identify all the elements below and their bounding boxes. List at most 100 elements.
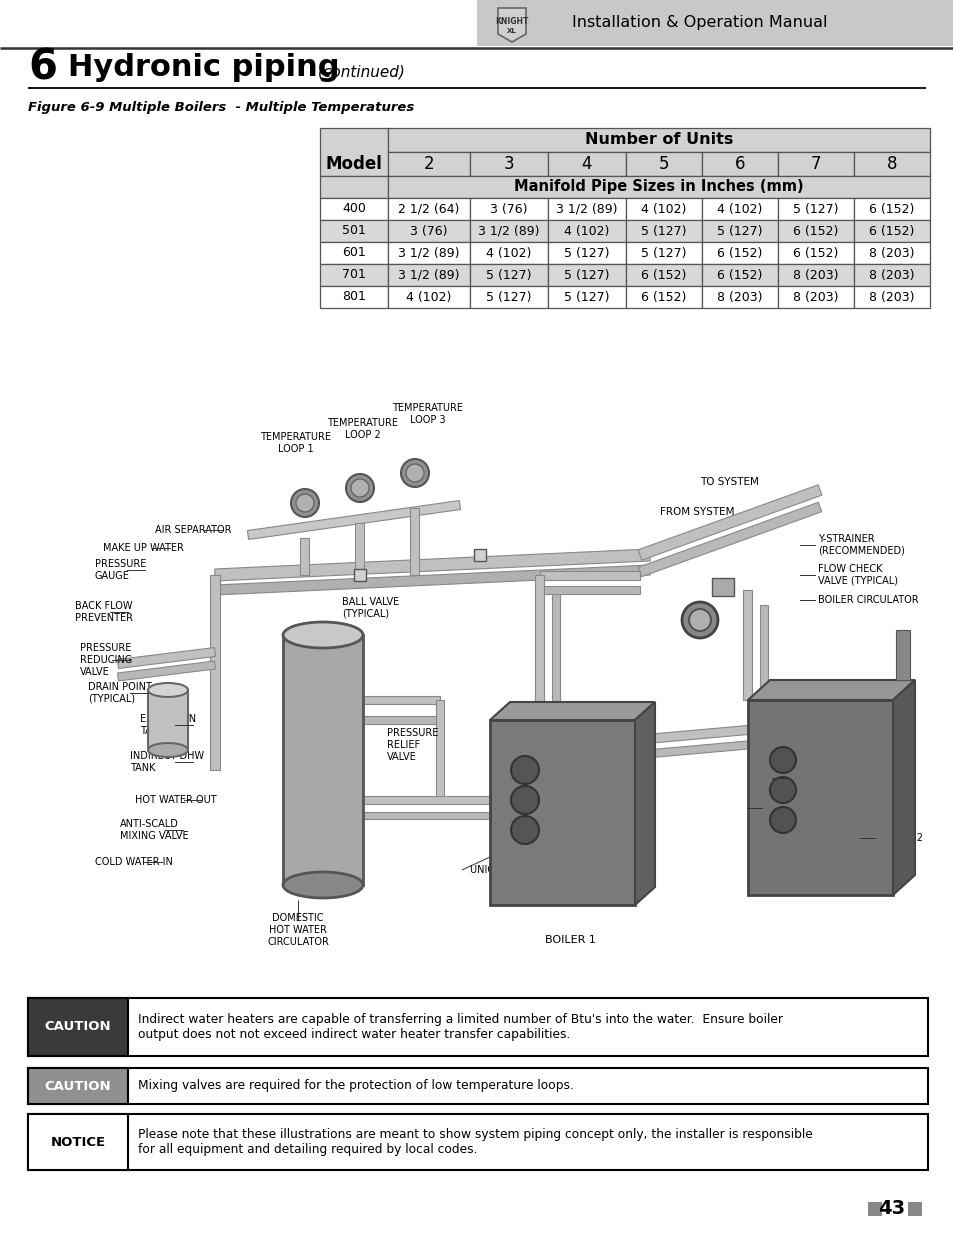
Text: 3 (76): 3 (76) <box>410 225 447 237</box>
Text: BOILER 1: BOILER 1 <box>544 935 595 945</box>
Polygon shape <box>436 700 443 800</box>
Polygon shape <box>355 522 364 576</box>
Text: Indirect water heaters are capable of transferring a limited number of Btu's int: Indirect water heaters are capable of tr… <box>138 1013 782 1041</box>
Text: 5 (127): 5 (127) <box>563 290 609 304</box>
Text: TEMPERATURE
LOOP 2: TEMPERATURE LOOP 2 <box>327 419 398 440</box>
Text: NOTICE: NOTICE <box>51 1135 106 1149</box>
Polygon shape <box>497 7 525 42</box>
Text: XL: XL <box>507 28 517 35</box>
Text: 8 (203): 8 (203) <box>868 268 914 282</box>
Bar <box>319 242 388 264</box>
Text: 8 (203): 8 (203) <box>868 247 914 259</box>
Circle shape <box>769 806 795 832</box>
Bar <box>625 242 701 264</box>
Bar <box>853 220 929 242</box>
Polygon shape <box>117 647 215 668</box>
Text: Please note that these illustrations are meant to show system piping concept onl: Please note that these illustrations are… <box>138 1128 812 1156</box>
Bar <box>319 177 388 198</box>
Text: Figure 6-9 Multiple Boilers  - Multiple Temperatures: Figure 6-9 Multiple Boilers - Multiple T… <box>28 101 414 115</box>
Text: 8 (203): 8 (203) <box>792 268 838 282</box>
Text: 3 1/2 (89): 3 1/2 (89) <box>397 268 459 282</box>
Ellipse shape <box>148 743 188 757</box>
Bar <box>476 0 953 46</box>
Polygon shape <box>634 741 747 760</box>
Bar <box>319 264 388 287</box>
Text: 501: 501 <box>342 225 366 237</box>
Text: MAKE UP WATER: MAKE UP WATER <box>103 543 184 553</box>
Text: 6 (152): 6 (152) <box>868 203 914 215</box>
Bar <box>283 635 363 885</box>
Text: 801: 801 <box>342 290 366 304</box>
Text: 5 (127): 5 (127) <box>717 225 762 237</box>
Bar <box>388 264 470 287</box>
Bar <box>388 177 929 198</box>
Circle shape <box>406 464 423 482</box>
Circle shape <box>511 785 538 814</box>
Text: 6 (152): 6 (152) <box>640 268 686 282</box>
Text: 4: 4 <box>581 156 592 173</box>
Bar <box>319 198 388 220</box>
Bar <box>547 220 625 242</box>
Text: BACK FLOW
PREVENTER: BACK FLOW PREVENTER <box>75 601 132 622</box>
Text: 3 1/2 (89): 3 1/2 (89) <box>397 247 459 259</box>
Bar <box>778 220 853 242</box>
Bar <box>148 690 188 750</box>
Bar <box>547 264 625 287</box>
Text: HOT WATER OUT: HOT WATER OUT <box>135 795 216 805</box>
Bar <box>388 287 470 308</box>
Text: DRAIN POINT
(TYPICAL): DRAIN POINT (TYPICAL) <box>88 682 152 704</box>
Polygon shape <box>638 485 821 561</box>
Bar <box>28 998 128 1056</box>
Bar <box>470 152 547 177</box>
Bar <box>470 242 547 264</box>
Text: 4 (102): 4 (102) <box>717 203 761 215</box>
Polygon shape <box>363 797 539 804</box>
Bar <box>474 550 485 561</box>
Text: 5: 5 <box>659 156 669 173</box>
Text: 5 (127): 5 (127) <box>486 268 531 282</box>
Bar <box>354 569 366 580</box>
Circle shape <box>295 494 314 513</box>
Text: COLD WATER IN: COLD WATER IN <box>95 857 172 867</box>
Bar <box>701 198 778 220</box>
Polygon shape <box>410 508 419 576</box>
Polygon shape <box>539 571 639 579</box>
Bar <box>853 198 929 220</box>
Bar <box>853 242 929 264</box>
Bar <box>625 264 701 287</box>
Bar <box>778 264 853 287</box>
Bar <box>388 198 470 220</box>
Circle shape <box>351 479 369 496</box>
Text: TEMPERATURE /
PRESSURE GAUGE: TEMPERATURE / PRESSURE GAUGE <box>764 798 854 819</box>
Text: 6: 6 <box>28 47 57 89</box>
Text: PRESSURE
GAUGE: PRESSURE GAUGE <box>95 559 146 580</box>
Bar <box>701 152 778 177</box>
Bar <box>470 198 547 220</box>
Bar <box>28 998 927 1056</box>
Text: KNIGHT: KNIGHT <box>495 16 528 26</box>
Text: 5 (127): 5 (127) <box>640 225 686 237</box>
Polygon shape <box>760 605 767 715</box>
Circle shape <box>511 816 538 844</box>
Bar <box>747 700 892 895</box>
Bar <box>711 578 733 597</box>
Polygon shape <box>490 701 655 720</box>
Circle shape <box>769 777 795 803</box>
Bar <box>701 242 778 264</box>
Text: (continued): (continued) <box>317 64 405 79</box>
Text: 5 (127): 5 (127) <box>640 247 686 259</box>
Circle shape <box>291 489 318 517</box>
Text: 3 1/2 (89): 3 1/2 (89) <box>477 225 539 237</box>
Polygon shape <box>895 630 909 680</box>
Text: 701: 701 <box>342 268 366 282</box>
Polygon shape <box>747 680 914 700</box>
Polygon shape <box>363 697 439 704</box>
Text: 6 (152): 6 (152) <box>793 247 838 259</box>
Circle shape <box>346 474 374 501</box>
Bar <box>470 264 547 287</box>
Bar <box>778 287 853 308</box>
Bar <box>28 1114 128 1170</box>
Text: 4 (102): 4 (102) <box>406 290 451 304</box>
Text: 5 (127): 5 (127) <box>563 247 609 259</box>
Text: BOILER 2: BOILER 2 <box>877 832 923 844</box>
